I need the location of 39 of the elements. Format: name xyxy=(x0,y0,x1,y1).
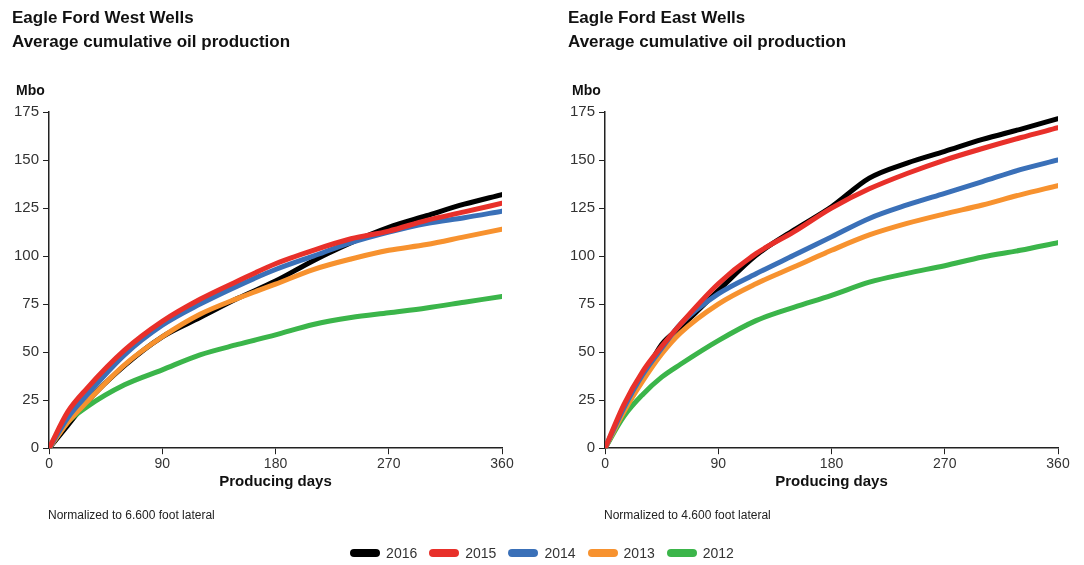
y-tick-label: 0 xyxy=(30,438,40,456)
y-tick-label: 50 xyxy=(578,342,596,360)
x-tick-label: 360 xyxy=(1046,455,1070,472)
legend-label: 2012 xyxy=(702,545,734,561)
y-tick-label: 125 xyxy=(14,198,40,216)
y-tick-label: 150 xyxy=(570,150,596,168)
x-tick-label: 90 xyxy=(710,455,727,472)
x-tick-label: 0 xyxy=(601,455,610,472)
y-tick-label: 0 xyxy=(586,438,596,456)
y-tick-label: 150 xyxy=(14,150,40,168)
legend-label: 2015 xyxy=(465,545,497,561)
y-tick-label: 50 xyxy=(22,342,40,360)
y-axis-title: Mbo xyxy=(572,81,601,98)
y-tick-label: 75 xyxy=(578,294,596,312)
x-axis-title: Producing days xyxy=(775,472,888,490)
y-tick-label: 100 xyxy=(14,246,40,264)
y-tick-label: 75 xyxy=(22,294,40,312)
legend-label: 2014 xyxy=(544,545,576,561)
chart-title: Eagle Ford East Wells Average cumulative oil production xyxy=(568,7,847,53)
y-tick-label: 25 xyxy=(578,390,596,408)
x-tick-label: 0 xyxy=(45,455,54,472)
y-axis-title: Mbo xyxy=(16,81,45,98)
x-tick-label: 180 xyxy=(819,455,844,472)
legend-label: 2013 xyxy=(623,545,655,561)
y-tick-label: 100 xyxy=(570,246,596,264)
x-tick-label: 360 xyxy=(490,455,514,472)
x-tick-label: 90 xyxy=(154,455,171,472)
x-tick-label: 270 xyxy=(933,455,957,472)
text: Normalized to 4.600 foot lateral xyxy=(604,508,771,522)
chart-title: Eagle Ford West Wells Average cumulative oil production xyxy=(12,7,291,53)
text: Normalized to 6.600 foot lateral xyxy=(48,508,215,522)
legend-label: 2016 xyxy=(386,545,418,561)
y-tick-label: 125 xyxy=(570,198,596,216)
x-tick-label: 180 xyxy=(263,455,288,472)
y-tick-label: 175 xyxy=(14,102,40,120)
x-axis-title: Producing days xyxy=(219,472,332,490)
x-tick-label: 270 xyxy=(377,455,401,472)
y-tick-label: 175 xyxy=(570,102,596,120)
y-tick-label: 25 xyxy=(22,390,40,408)
